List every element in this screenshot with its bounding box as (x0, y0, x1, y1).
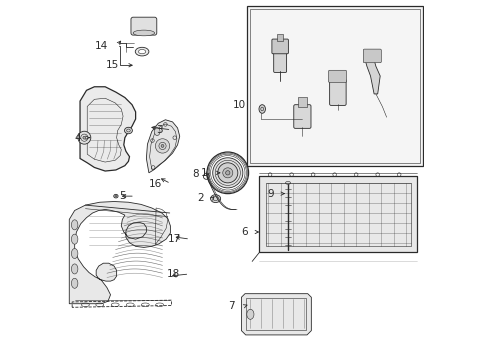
FancyBboxPatch shape (329, 70, 346, 82)
Ellipse shape (286, 181, 291, 184)
Ellipse shape (211, 195, 220, 203)
Ellipse shape (72, 278, 78, 288)
FancyBboxPatch shape (131, 17, 157, 35)
Text: 13: 13 (273, 121, 286, 131)
Circle shape (223, 168, 233, 178)
Circle shape (213, 158, 243, 188)
Text: 5: 5 (120, 191, 126, 201)
FancyBboxPatch shape (272, 39, 289, 54)
FancyBboxPatch shape (330, 79, 346, 105)
Ellipse shape (154, 128, 160, 135)
Text: 15: 15 (105, 60, 119, 70)
Bar (250, 9, 419, 163)
Ellipse shape (72, 234, 78, 244)
Circle shape (155, 139, 170, 153)
Text: 3: 3 (156, 125, 163, 135)
Polygon shape (69, 202, 171, 304)
Text: 16: 16 (148, 179, 162, 189)
Circle shape (78, 131, 91, 144)
Ellipse shape (72, 220, 78, 230)
Bar (298, 97, 307, 107)
Text: 4: 4 (74, 133, 81, 143)
Circle shape (225, 171, 230, 175)
Ellipse shape (247, 309, 254, 319)
Text: 18: 18 (167, 269, 180, 279)
FancyBboxPatch shape (274, 50, 287, 72)
FancyBboxPatch shape (364, 49, 381, 63)
Circle shape (83, 136, 86, 139)
Text: 11: 11 (382, 146, 395, 156)
Ellipse shape (135, 47, 149, 56)
Text: 9: 9 (268, 189, 274, 199)
Ellipse shape (114, 194, 118, 198)
Ellipse shape (259, 105, 266, 113)
Bar (247, 6, 422, 166)
Text: 8: 8 (192, 168, 198, 179)
Ellipse shape (139, 49, 146, 54)
Polygon shape (242, 294, 311, 335)
Bar (277, 34, 283, 41)
Text: 1: 1 (201, 168, 207, 178)
Text: 7: 7 (228, 301, 235, 311)
Text: 14: 14 (95, 41, 108, 50)
Text: 6: 6 (241, 227, 248, 237)
Text: 17: 17 (168, 234, 181, 244)
FancyBboxPatch shape (294, 105, 311, 129)
Circle shape (161, 144, 164, 147)
Text: 10: 10 (233, 100, 245, 110)
Polygon shape (147, 120, 180, 173)
Polygon shape (80, 87, 136, 171)
Circle shape (218, 163, 238, 183)
Text: 2: 2 (197, 193, 204, 203)
Text: 12: 12 (274, 54, 287, 64)
Polygon shape (365, 60, 380, 94)
Ellipse shape (133, 30, 155, 36)
Ellipse shape (72, 248, 78, 258)
Ellipse shape (72, 264, 78, 274)
Polygon shape (259, 176, 417, 252)
Ellipse shape (124, 127, 132, 134)
